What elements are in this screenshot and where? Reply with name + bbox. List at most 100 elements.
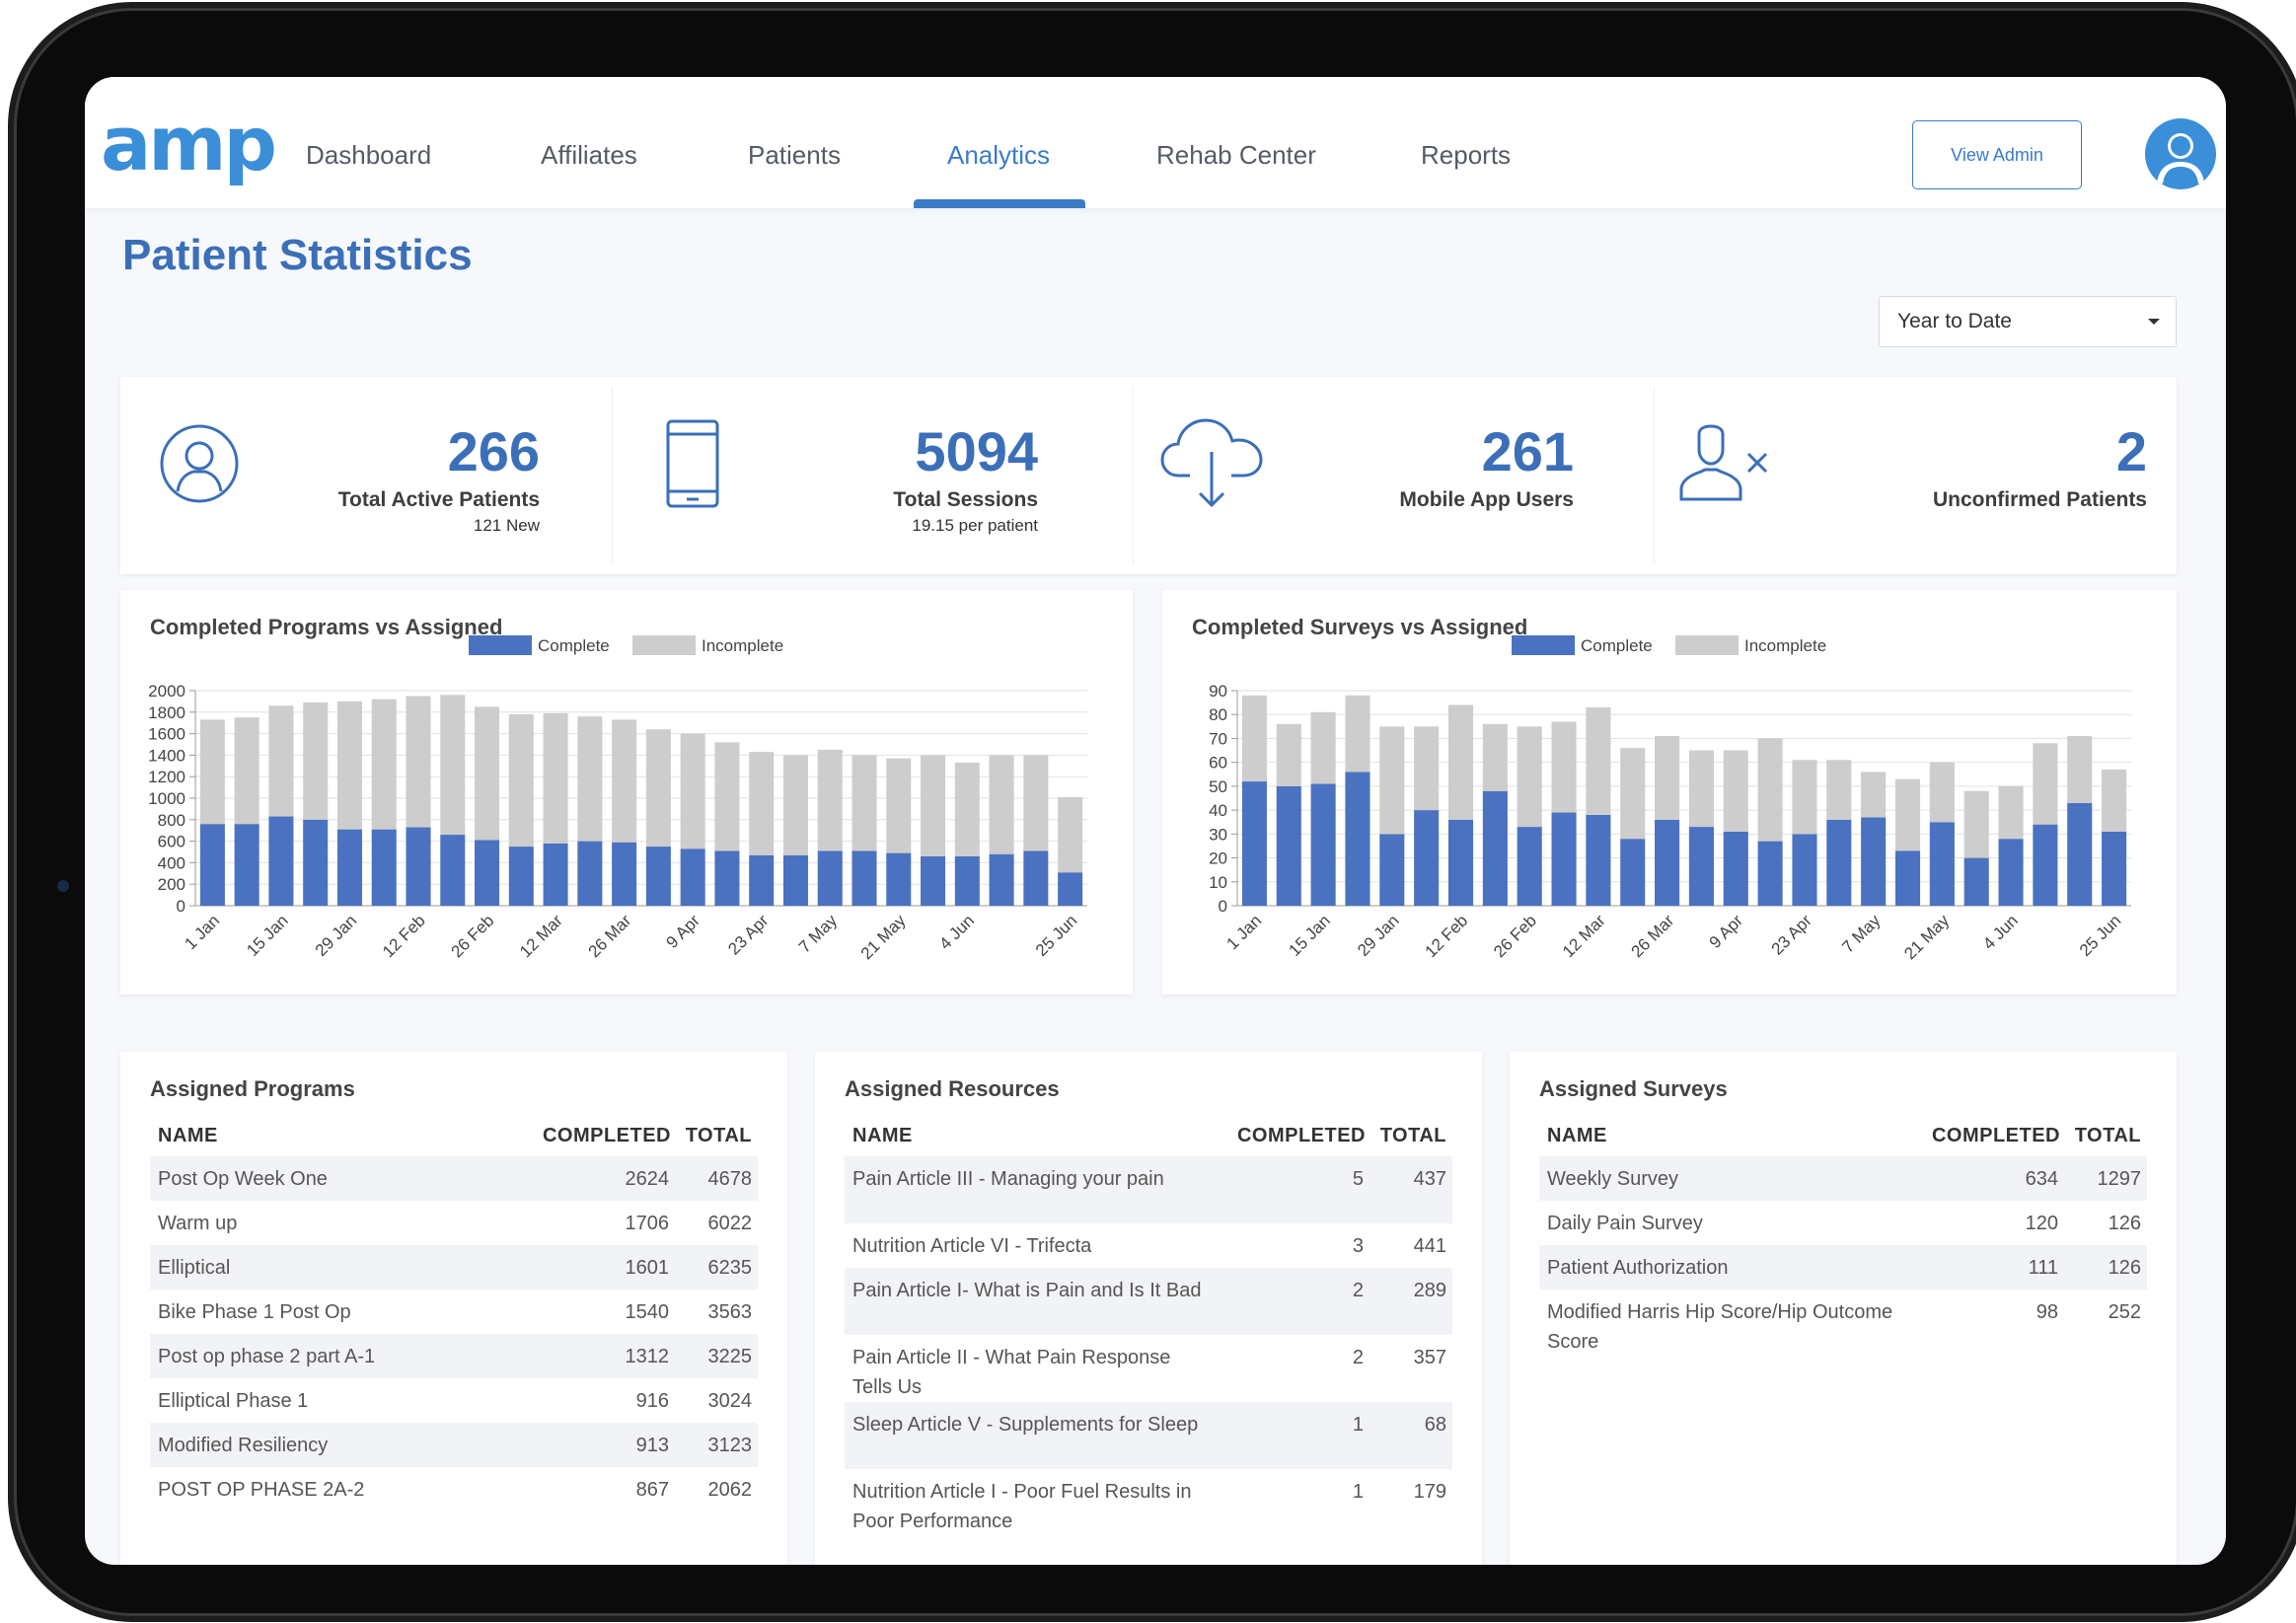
bar-incomplete[interactable] xyxy=(886,758,912,853)
bar-complete[interactable] xyxy=(1655,819,1680,906)
bar-complete[interactable] xyxy=(1345,772,1370,906)
table-row[interactable]: Bike Phase 1 Post Op 1540 3563 xyxy=(150,1290,758,1334)
bar-complete[interactable] xyxy=(1826,819,1852,906)
column-header-total[interactable]: TOTAL xyxy=(685,1125,752,1146)
bar-incomplete[interactable] xyxy=(2033,743,2058,825)
column-header-name[interactable]: NAME xyxy=(1547,1125,1607,1146)
bar-complete[interactable] xyxy=(440,835,466,906)
view-admin-button[interactable]: View Admin xyxy=(1912,120,2082,189)
bar-incomplete[interactable] xyxy=(1414,726,1440,811)
bar-complete[interactable] xyxy=(1723,831,1748,906)
bar-incomplete[interactable] xyxy=(1792,760,1817,835)
table-row[interactable]: Nutrition Article VI - Trifecta 3 441 xyxy=(845,1223,1452,1268)
bar-complete[interactable] xyxy=(680,848,705,906)
bar-complete[interactable] xyxy=(1414,810,1440,906)
bar-incomplete[interactable] xyxy=(1655,736,1680,820)
bar-incomplete[interactable] xyxy=(1447,704,1474,820)
bar-complete[interactable] xyxy=(852,850,877,906)
bar-complete[interactable] xyxy=(406,827,431,906)
bar-incomplete[interactable] xyxy=(1241,695,1267,782)
bar-complete[interactable] xyxy=(782,854,808,906)
bar-incomplete[interactable] xyxy=(2102,769,2127,832)
bar-complete[interactable] xyxy=(2102,831,2127,906)
bar-complete[interactable] xyxy=(1998,839,2024,906)
table-row[interactable]: Pain Article III - Managing your pain 5 43… xyxy=(845,1156,1452,1223)
bar-incomplete[interactable] xyxy=(1723,750,1748,832)
bar-complete[interactable] xyxy=(1861,817,1887,906)
bar-complete[interactable] xyxy=(921,855,946,906)
column-header-total[interactable]: TOTAL xyxy=(1379,1125,1446,1146)
bar-incomplete[interactable] xyxy=(1379,726,1405,835)
bar-complete[interactable] xyxy=(1241,781,1267,906)
bar-incomplete[interactable] xyxy=(817,749,843,851)
bar-incomplete[interactable] xyxy=(989,755,1014,854)
bar-incomplete[interactable] xyxy=(680,733,705,849)
column-header-completed[interactable]: COMPLETED xyxy=(542,1125,671,1146)
bar-incomplete[interactable] xyxy=(1058,796,1083,873)
table-row[interactable]: Post Op Week One 2624 4678 xyxy=(150,1156,758,1201)
bar-complete[interactable] xyxy=(475,840,500,906)
bar-complete[interactable] xyxy=(199,824,225,906)
bar-incomplete[interactable] xyxy=(1586,706,1611,815)
bar-incomplete[interactable] xyxy=(336,701,362,830)
bar-incomplete[interactable] xyxy=(2067,736,2093,803)
bar-complete[interactable] xyxy=(234,824,259,906)
bar-complete[interactable] xyxy=(1792,834,1817,906)
bar-complete[interactable] xyxy=(1894,850,1921,906)
bar-incomplete[interactable] xyxy=(1929,762,1955,823)
table-row[interactable]: Elliptical 1601 6235 xyxy=(150,1245,758,1290)
bar-incomplete[interactable] xyxy=(782,755,808,855)
bar-incomplete[interactable] xyxy=(1310,711,1336,784)
nav-affiliates[interactable]: Affiliates xyxy=(541,140,637,170)
bar-incomplete[interactable] xyxy=(1551,721,1577,813)
bar-incomplete[interactable] xyxy=(1998,785,2024,840)
bar-complete[interactable] xyxy=(886,852,912,906)
bar-complete[interactable] xyxy=(303,819,329,906)
bar-incomplete[interactable] xyxy=(1023,755,1049,851)
column-header-total[interactable]: TOTAL xyxy=(2074,1125,2141,1146)
bar-incomplete[interactable] xyxy=(199,719,225,825)
bar-complete[interactable] xyxy=(1058,872,1083,906)
column-header-completed[interactable]: COMPLETED xyxy=(1236,1125,1366,1146)
bar-complete[interactable] xyxy=(543,843,568,906)
bar-incomplete[interactable] xyxy=(1620,748,1646,840)
bar-complete[interactable] xyxy=(954,855,980,906)
table-row[interactable]: Modified Resiliency 913 3123 xyxy=(150,1423,758,1467)
nav-rehab-center[interactable]: Rehab Center xyxy=(1156,140,1316,170)
bar-complete[interactable] xyxy=(577,841,603,906)
bar-complete[interactable] xyxy=(1023,850,1049,906)
bar-complete[interactable] xyxy=(612,842,637,906)
bar-incomplete[interactable] xyxy=(1963,790,1989,858)
bar-incomplete[interactable] xyxy=(268,705,294,817)
column-header-name[interactable]: NAME xyxy=(852,1125,913,1146)
bar-incomplete[interactable] xyxy=(303,701,329,820)
bar-incomplete[interactable] xyxy=(921,755,946,856)
table-row[interactable]: POST OP PHASE 2A-2 867 2062 xyxy=(150,1467,758,1512)
bar-incomplete[interactable] xyxy=(475,706,500,841)
date-range-select[interactable]: Year to Date xyxy=(1879,296,2177,347)
nav-patients[interactable]: Patients xyxy=(748,140,841,170)
column-header-completed[interactable]: COMPLETED xyxy=(1931,1125,2060,1146)
bar-incomplete[interactable] xyxy=(1757,738,1783,842)
bar-incomplete[interactable] xyxy=(406,696,431,828)
bar-complete[interactable] xyxy=(1757,841,1783,906)
bar-incomplete[interactable] xyxy=(612,719,637,843)
bar-incomplete[interactable] xyxy=(1861,772,1887,818)
bar-incomplete[interactable] xyxy=(1894,778,1921,851)
bar-complete[interactable] xyxy=(336,829,362,906)
bar-complete[interactable] xyxy=(1482,790,1508,906)
table-row[interactable]: Modified Harris Hip Score/Hip Outcome Sc… xyxy=(1539,1290,2147,1357)
bar-complete[interactable] xyxy=(1963,857,1989,906)
bar-incomplete[interactable] xyxy=(954,763,980,856)
table-row[interactable]: Nutrition Article I - Poor Fuel Results … xyxy=(845,1469,1452,1536)
table-row[interactable]: Weekly Survey 634 1297 xyxy=(1539,1156,2147,1201)
user-avatar-icon[interactable] xyxy=(2145,118,2216,189)
nav-analytics[interactable]: Analytics xyxy=(947,140,1051,170)
bar-incomplete[interactable] xyxy=(645,729,671,848)
bar-complete[interactable] xyxy=(1379,834,1405,906)
bar-complete[interactable] xyxy=(2067,802,2093,906)
table-row[interactable]: Post op phase 2 part A-1 1312 3225 xyxy=(150,1334,758,1378)
bar-incomplete[interactable] xyxy=(1517,726,1542,828)
bar-complete[interactable] xyxy=(989,853,1014,906)
nav-reports[interactable]: Reports xyxy=(1421,140,1512,170)
